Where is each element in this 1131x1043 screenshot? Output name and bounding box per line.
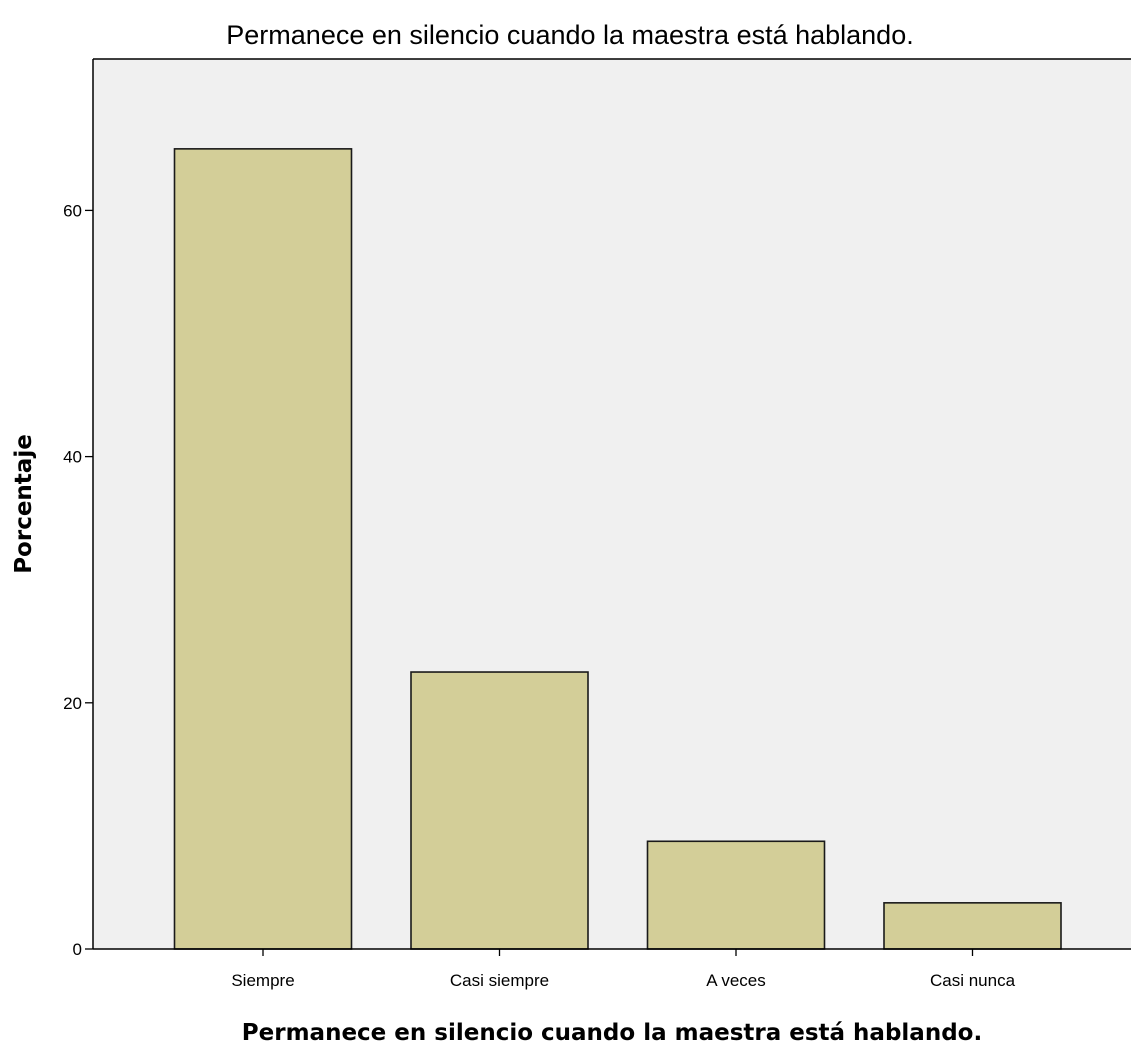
- y-axis-ticks: 0 20 40 60: [63, 201, 93, 959]
- x-tick-label: Casi siempre: [450, 971, 549, 990]
- y-tick-label: 40: [63, 448, 82, 467]
- chart-title: Permanece en silencio cuando la maestra …: [226, 20, 913, 50]
- bar-a-veces: [646, 840, 826, 950]
- x-axis-title: Permanece en silencio cuando la maestra …: [242, 1020, 982, 1043]
- x-axis-ticks: Siempre Casi siempre A veces Casi nunca: [231, 949, 1016, 990]
- x-tick-label: Casi nunca: [930, 971, 1016, 990]
- x-tick-label: A veces: [706, 971, 766, 990]
- y-tick-label: 20: [63, 694, 82, 713]
- y-axis-title: Porcentaje: [11, 434, 37, 574]
- y-tick-label: 0: [73, 940, 82, 959]
- y-tick-label: 60: [63, 201, 82, 220]
- bar-siempre: [173, 148, 353, 950]
- bar-casi-nunca: [883, 902, 1062, 950]
- bar-casi-siempre: [410, 671, 589, 950]
- x-tick-label: Siempre: [231, 971, 294, 990]
